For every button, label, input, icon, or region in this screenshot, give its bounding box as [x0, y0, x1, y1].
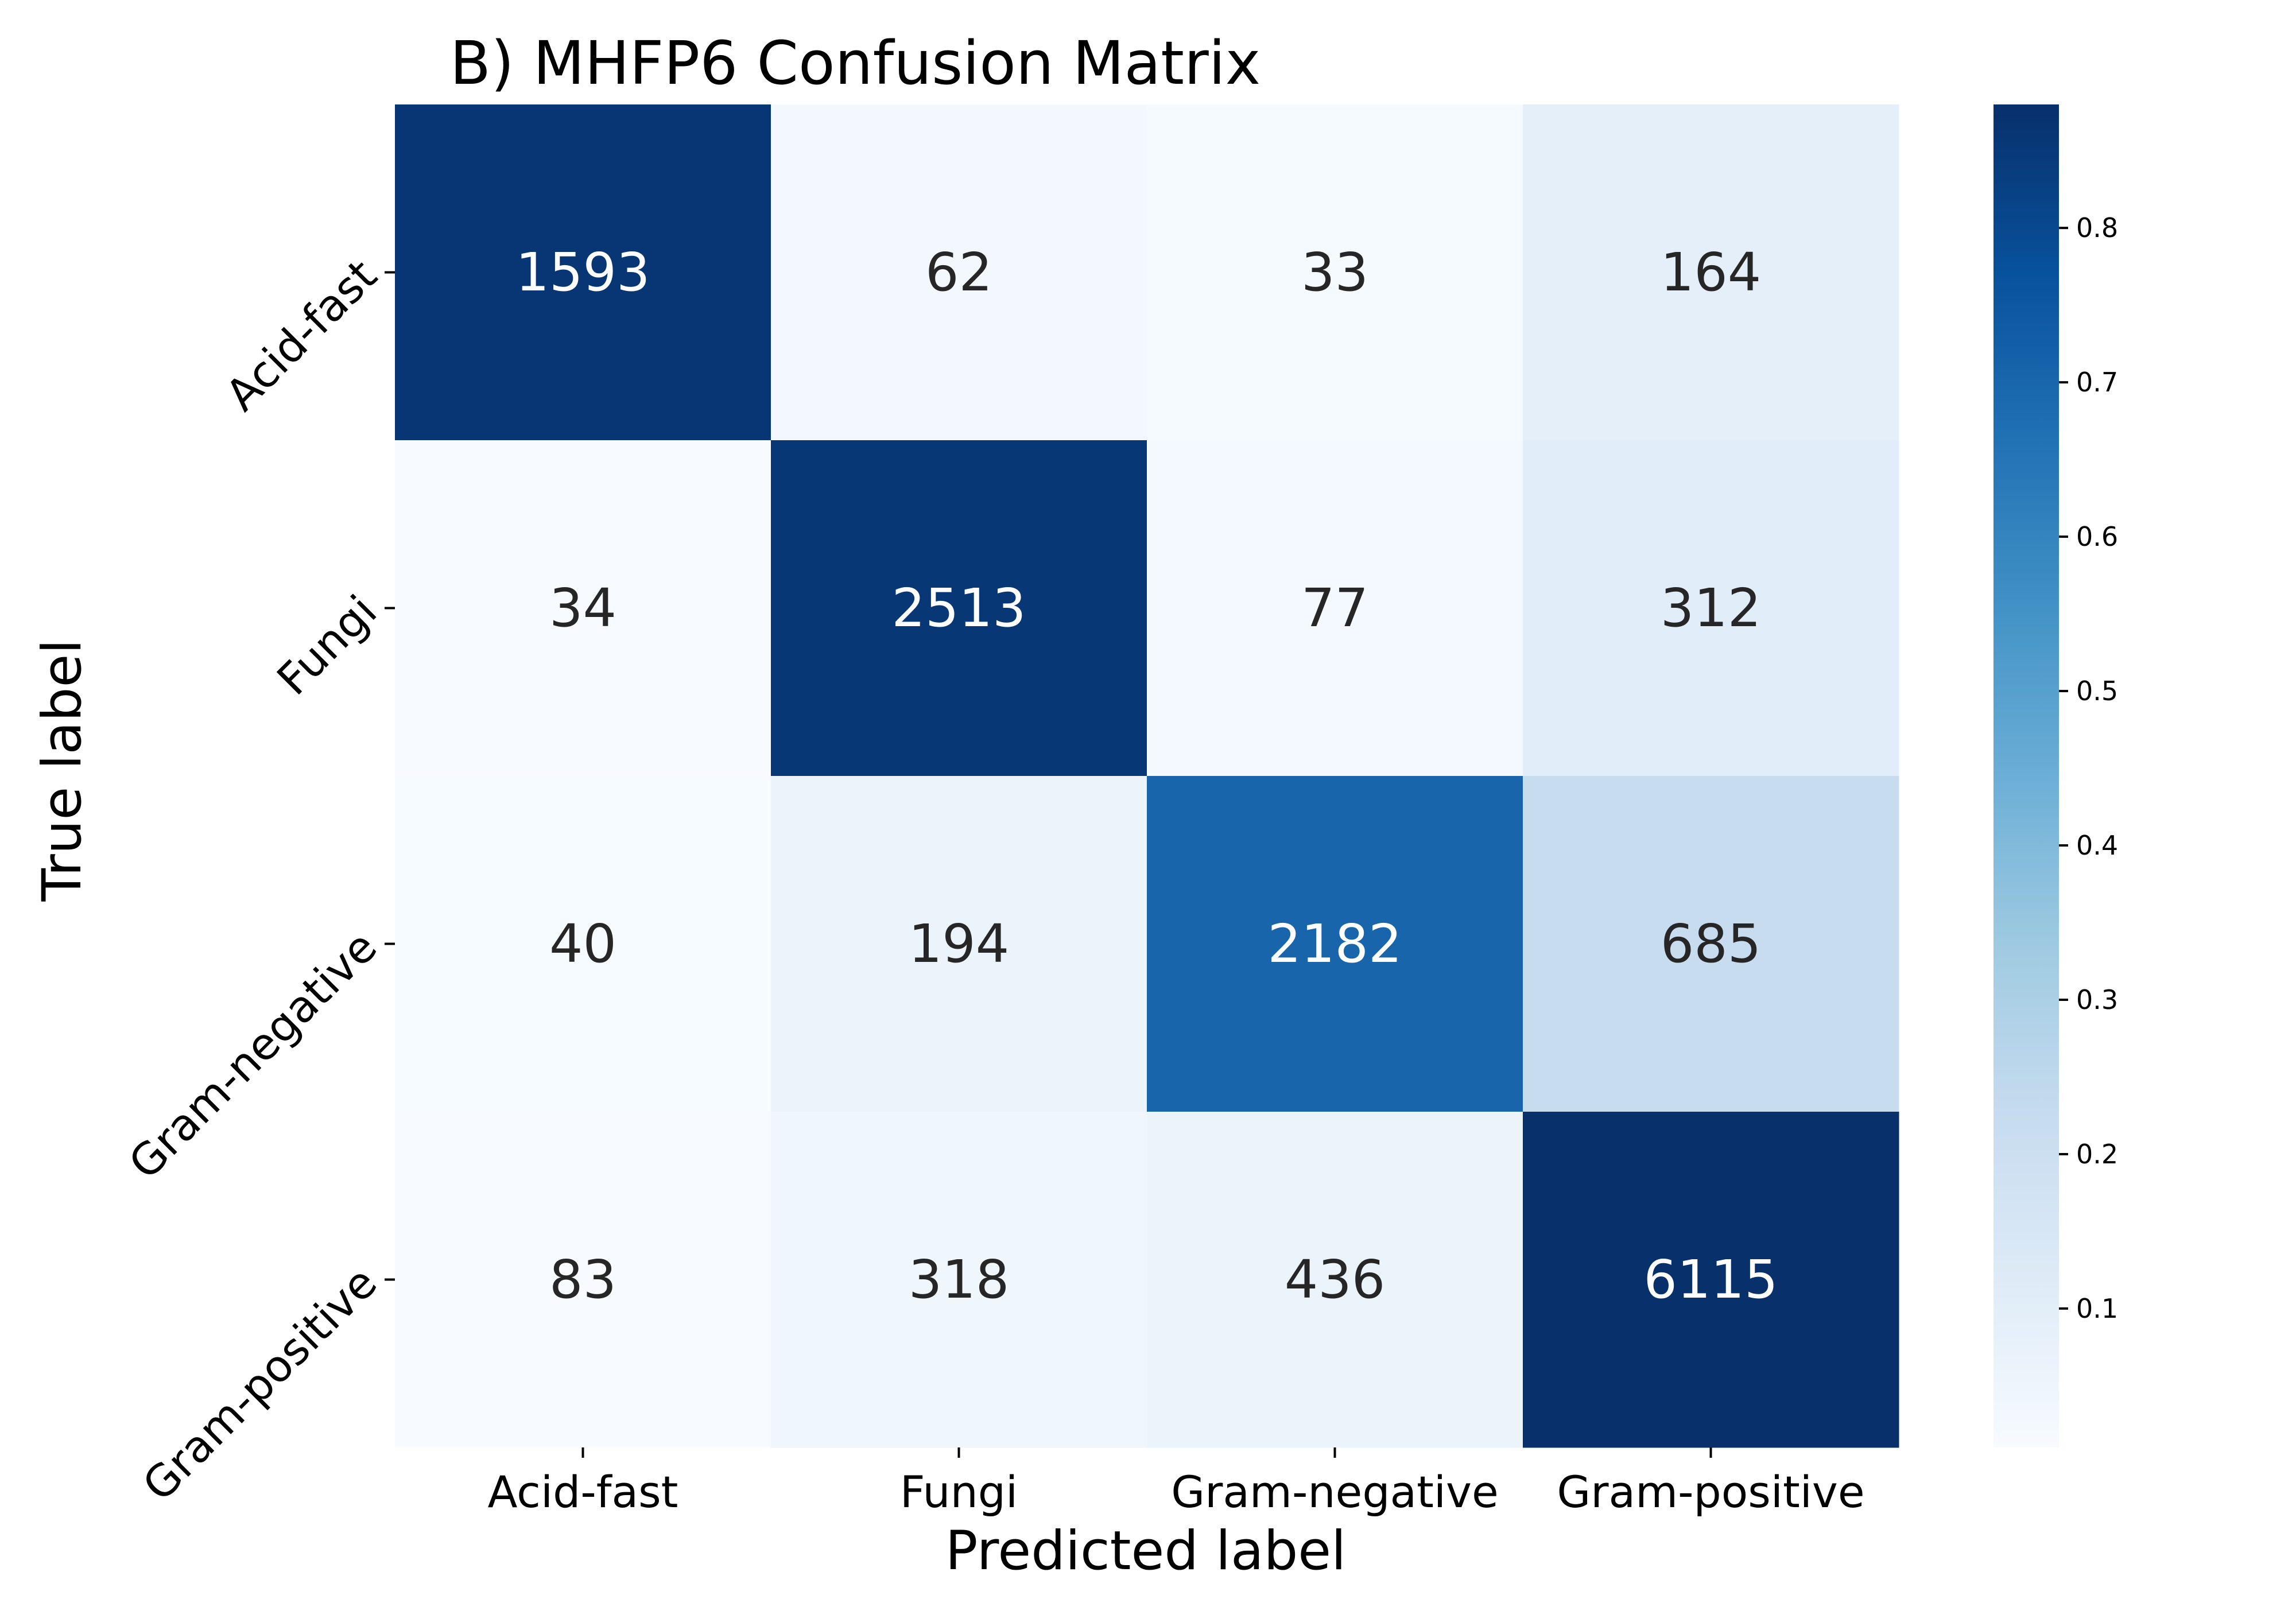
cell-value-label: 436 — [1285, 1249, 1386, 1310]
x-axis-ticks: Acid-fast Fungi Gram-negative Gram-positive — [488, 1447, 1865, 1517]
y-tick-label: Acid-fast — [216, 250, 387, 421]
colorbar-tick-label: 0.2 — [2076, 1139, 2118, 1170]
cell-value-label: 2513 — [891, 577, 1026, 639]
heatmap-cell — [395, 440, 771, 777]
chart-title: B) MHFP6 Confusion Matrix — [450, 28, 1261, 98]
y-axis-ticks: Acid-fast Fungi Gram-negative Gram-positive — [119, 250, 395, 1511]
colorbar — [1994, 104, 2059, 1447]
colorbar-tick-label: 0.3 — [2076, 984, 2118, 1015]
cell-value-label: 34 — [549, 577, 616, 639]
colorbar-tick-label: 0.6 — [2076, 521, 2118, 552]
y-tick-label: Fungi — [267, 585, 386, 705]
cell-value-label: 318 — [909, 1249, 1010, 1310]
y-tick-label: Gram-negative — [119, 921, 386, 1189]
cell-value-label: 33 — [1301, 242, 1368, 303]
heatmap-cells: 1593 62 33 164 34 2513 77 312 40 194 2182 685 83 318 4… — [395, 104, 1899, 1448]
y-tick-label: Gram-positive — [133, 1257, 386, 1511]
y-axis-label: True label — [31, 639, 94, 902]
x-tick-label: Acid-fast — [488, 1466, 678, 1517]
cell-value-label: 6115 — [1643, 1249, 1778, 1310]
cell-value-label: 40 — [549, 913, 616, 975]
heatmap-cell — [1523, 776, 1899, 1112]
cell-value-label: 77 — [1301, 577, 1368, 639]
cell-value-label: 194 — [909, 913, 1010, 975]
heatmap-cell — [771, 1112, 1147, 1448]
heatmap-cell — [771, 104, 1147, 441]
cell-value-label: 312 — [1661, 577, 1762, 639]
cell-value-label: 685 — [1661, 913, 1762, 975]
heatmap-cell — [1523, 1112, 1899, 1448]
cell-value-label: 164 — [1661, 242, 1762, 303]
heatmap-cell — [395, 104, 771, 441]
cell-value-label: 83 — [549, 1249, 616, 1310]
colorbar-tick-label: 0.7 — [2076, 367, 2118, 398]
x-tick-label: Gram-positive — [1557, 1466, 1864, 1517]
cell-value-label: 62 — [925, 242, 992, 303]
heatmap-cell — [1523, 440, 1899, 777]
heatmap-cell — [1147, 776, 1523, 1112]
heatmap-cell — [771, 776, 1147, 1112]
colorbar-tick-label: 0.8 — [2076, 212, 2118, 243]
x-axis-label: Predicted label — [945, 1520, 1346, 1582]
heatmap-cell — [771, 440, 1147, 777]
colorbar-tick-label: 0.4 — [2076, 830, 2118, 861]
cell-value-label: 1593 — [515, 242, 650, 303]
heatmap-cell — [1523, 104, 1899, 441]
x-tick-label: Gram-negative — [1171, 1466, 1499, 1517]
cell-value-label: 2182 — [1267, 913, 1402, 975]
colorbar-tick-label: 0.5 — [2076, 676, 2118, 707]
heatmap-cell — [1147, 104, 1523, 441]
heatmap-cell — [395, 1112, 771, 1448]
x-tick-label: Fungi — [900, 1466, 1018, 1517]
colorbar-tick-label: 0.1 — [2076, 1293, 2118, 1324]
colorbar-ticks: 0.1 0.2 0.3 0.4 0.5 0.6 0.7 0.8 — [2059, 212, 2118, 1324]
heatmap-cell — [395, 776, 771, 1112]
heatmap-cell — [1147, 1112, 1523, 1448]
heatmap-cell — [1147, 440, 1523, 777]
